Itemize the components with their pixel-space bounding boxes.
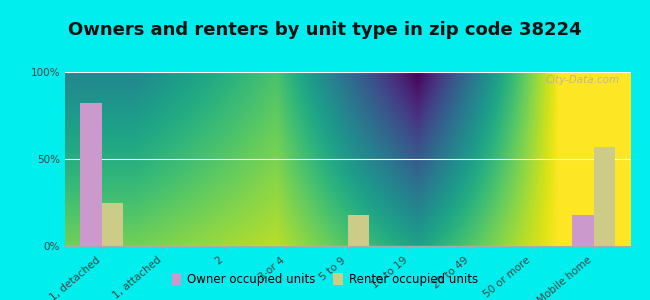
Bar: [81, 103, 102, 246]
Bar: [348, 215, 369, 246]
Text: Owners and renters by unit type in zip code 38224: Owners and renters by unit type in zip c…: [68, 21, 582, 39]
Bar: [102, 202, 124, 246]
Bar: [572, 215, 593, 246]
Bar: [593, 147, 615, 246]
Text: City-Data.com: City-Data.com: [545, 76, 619, 85]
Legend: Owner occupied units, Renter occupied units: Owner occupied units, Renter occupied un…: [167, 268, 483, 291]
